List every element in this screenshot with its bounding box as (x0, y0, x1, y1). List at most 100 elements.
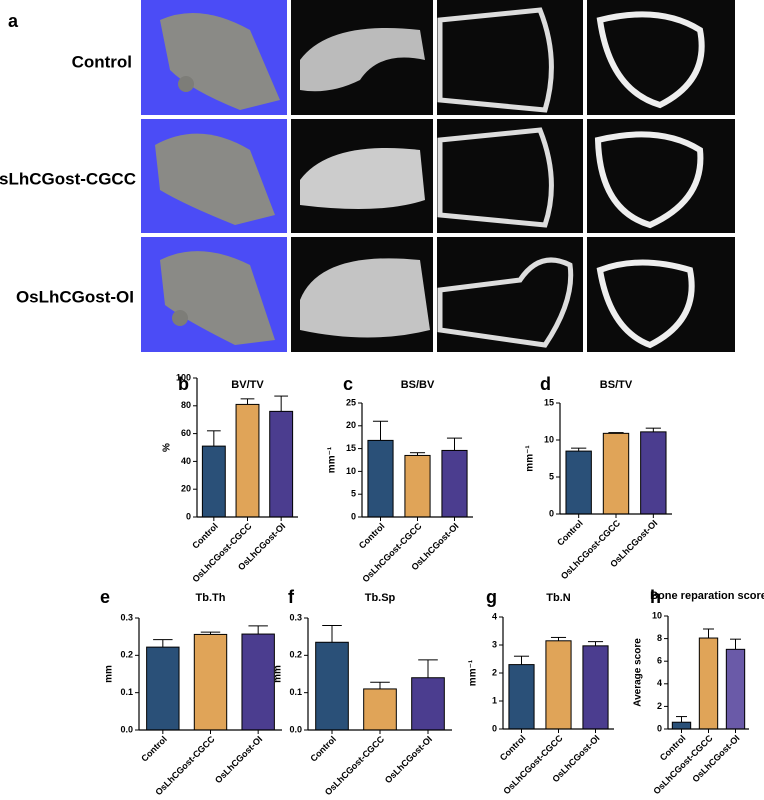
bar (241, 633, 275, 731)
y-tick-label: 5 (549, 471, 554, 481)
bar (269, 410, 294, 518)
row-images (141, 237, 735, 352)
bar (315, 641, 349, 731)
bone-shape (155, 133, 275, 225)
bar (671, 721, 692, 730)
y-tick-label: 0.1 (289, 687, 302, 697)
y-axis-label: mm (104, 665, 115, 683)
y-axis-label: Average score (633, 638, 644, 707)
panel-letter: d (540, 374, 551, 394)
y-tick-label: 4 (492, 611, 497, 621)
y-tick-label: 0.0 (289, 724, 302, 734)
panel-letter: a (8, 11, 19, 31)
x-tick-label: OsLhCGost-CGCC (190, 521, 254, 585)
bar (698, 637, 719, 730)
panel-letter: b (178, 374, 189, 394)
bone-shape (437, 257, 574, 348)
panel-letter: e (100, 587, 110, 607)
row-label: OsLhCGost-OI (16, 287, 134, 306)
panel-letter: c (343, 374, 353, 394)
y-tick-label: 80 (181, 400, 191, 410)
x-tick-label: Control (190, 521, 220, 551)
bar (441, 449, 468, 518)
y-axis-label: mm⁻¹ (327, 446, 338, 473)
x-tick-label: Control (555, 518, 585, 548)
y-tick-label: 0.3 (120, 612, 133, 622)
y-axis-label: % (162, 443, 173, 452)
x-tick-label: OsLhCGost-OI (213, 734, 264, 785)
chart-title: BV/TV (231, 379, 264, 391)
y-tick-label: 60 (181, 428, 191, 438)
y-tick-label: 0 (351, 511, 356, 521)
y-tick-label: 0.2 (289, 650, 302, 660)
row-images (141, 0, 735, 115)
ct-slice (587, 237, 735, 352)
y-tick-label: 20 (346, 420, 356, 430)
bone-shape (160, 12, 280, 111)
y-tick-label: 0 (657, 723, 662, 733)
bone-shape (596, 259, 695, 349)
bar (565, 450, 592, 515)
y-tick-label: 40 (181, 456, 191, 466)
bone-shape (300, 28, 425, 92)
y-tick-label: 10 (652, 610, 662, 620)
bar (602, 432, 630, 515)
y-axis-label: mm⁻¹ (468, 659, 479, 686)
y-axis-label: mm⁻¹ (525, 445, 536, 472)
bar (404, 454, 431, 518)
y-tick-label: 2 (657, 701, 662, 711)
image-grid (141, 0, 735, 352)
row-label: OsLhCGost-CGCC (0, 169, 136, 188)
bone-shape (160, 251, 275, 345)
bone-shape (437, 7, 554, 113)
chart-title: BS/BV (401, 379, 435, 391)
y-tick-label: 10 (346, 466, 356, 476)
chart-title: Bone reparation score (650, 590, 764, 602)
bone-shape (437, 127, 554, 228)
bone-shape (178, 76, 194, 92)
x-tick-label: OsLhCGost-OI (690, 733, 741, 784)
bar (146, 646, 180, 731)
y-tick-label: 10 (544, 434, 554, 444)
y-tick-label: 100 (176, 372, 191, 382)
bar (545, 640, 572, 730)
panel-letter: g (486, 587, 497, 607)
x-tick-label: Control (357, 521, 387, 551)
chart-title: BS/TV (600, 379, 633, 391)
bar (235, 403, 260, 518)
y-tick-label: 5 (351, 489, 356, 499)
chart-title: Tb.Th (196, 592, 226, 604)
bar (193, 633, 228, 731)
y-tick-label: 25 (346, 397, 356, 407)
bar (363, 688, 397, 731)
y-tick-label: 1 (492, 695, 497, 705)
chart-title: Tb.Sp (365, 592, 396, 604)
y-tick-label: 6 (657, 656, 662, 666)
bone-shape (300, 258, 430, 338)
y-tick-label: 20 (181, 484, 191, 494)
panel-letter: h (650, 587, 661, 607)
bar (411, 677, 445, 731)
y-tick-label: 15 (544, 397, 554, 407)
y-tick-label: 2 (492, 667, 497, 677)
y-tick-label: 0.3 (289, 612, 302, 622)
y-tick-label: 0 (492, 723, 497, 733)
x-tick-label: Control (498, 733, 528, 763)
bone-shape (300, 148, 425, 209)
bone-shape (172, 310, 188, 326)
bone-shape (594, 131, 704, 229)
y-tick-label: 8 (657, 633, 662, 643)
bar (367, 439, 394, 518)
y-tick-label: 0.0 (120, 724, 133, 734)
y-tick-label: 0.2 (120, 650, 133, 660)
bar (508, 664, 535, 730)
bar (201, 445, 226, 518)
bar (582, 645, 609, 730)
y-tick-label: 0.1 (120, 687, 133, 697)
panel-letter: f (288, 587, 295, 607)
y-axis-label: mm (273, 665, 284, 683)
row-images (141, 119, 735, 233)
y-tick-label: 0 (186, 511, 191, 521)
row-label: Control (72, 52, 132, 71)
